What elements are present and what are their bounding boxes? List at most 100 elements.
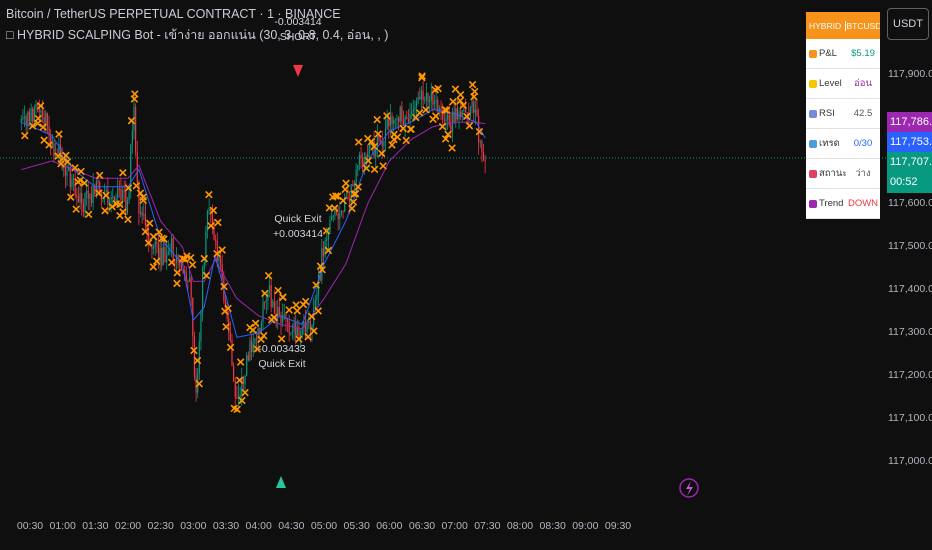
candle-body bbox=[375, 149, 377, 158]
candle-body bbox=[50, 136, 52, 147]
quick-exit-annotation-2: -0.003433 Quick Exit bbox=[258, 342, 305, 372]
currency-button[interactable]: USDT bbox=[887, 8, 929, 40]
time-tick-label: 06:00 bbox=[376, 520, 403, 532]
candle-body bbox=[141, 212, 143, 216]
signal-x-marker bbox=[465, 122, 474, 130]
candle-body bbox=[206, 210, 209, 231]
signal-x-marker bbox=[158, 234, 166, 243]
signal-x-marker bbox=[190, 346, 198, 355]
candle-body bbox=[152, 247, 155, 249]
candle-body bbox=[484, 160, 486, 162]
time-tick-label: 03:00 bbox=[180, 520, 207, 532]
time-tick-label: 08:30 bbox=[539, 520, 566, 532]
signal-x-marker bbox=[373, 115, 381, 124]
candle-body bbox=[402, 121, 405, 125]
candle-body bbox=[378, 135, 380, 142]
price-tick-label: 117,500.0 bbox=[888, 240, 932, 252]
candle-body bbox=[443, 119, 445, 121]
candle-body bbox=[282, 314, 284, 323]
indicator-title[interactable]: □ HYBRID SCALPING Bot - เข้าง่าย ออกแน่น… bbox=[6, 28, 389, 42]
candle-body bbox=[309, 321, 311, 331]
ema-fast-layer bbox=[21, 108, 486, 338]
countdown-label: 00:52 bbox=[887, 171, 932, 193]
candle-body bbox=[30, 108, 32, 122]
candle-body bbox=[277, 306, 279, 318]
candle-body bbox=[474, 109, 476, 113]
signal-x-marker bbox=[21, 131, 29, 140]
candle-body bbox=[348, 198, 351, 203]
candle-body bbox=[460, 111, 462, 117]
candle-body bbox=[376, 135, 378, 150]
candle-body bbox=[69, 166, 71, 188]
candle-body bbox=[86, 190, 88, 193]
candle-body bbox=[386, 119, 388, 129]
alert-lightning-icon[interactable] bbox=[679, 478, 699, 498]
candle-body bbox=[169, 249, 171, 252]
candle-body bbox=[446, 114, 449, 120]
candle-body bbox=[404, 117, 406, 125]
signal-x-marker bbox=[332, 192, 340, 200]
signal-x-marker bbox=[279, 293, 287, 302]
candle-body bbox=[185, 271, 187, 282]
signal-x-marker bbox=[339, 196, 347, 205]
bar-chart-icon bbox=[809, 139, 817, 148]
signal-x-marker bbox=[207, 222, 215, 230]
candle-body bbox=[412, 109, 414, 113]
candle-body bbox=[419, 97, 421, 100]
candle-body bbox=[210, 208, 212, 212]
candle-body bbox=[344, 197, 346, 212]
time-tick-label: 04:00 bbox=[245, 520, 272, 532]
signal-x-marker bbox=[274, 286, 282, 295]
signal-x-marker bbox=[441, 135, 450, 143]
candle-body bbox=[54, 153, 57, 157]
candle-body bbox=[288, 321, 290, 334]
candle-body bbox=[37, 104, 39, 106]
signal-markers-layer bbox=[21, 72, 484, 414]
candle-body bbox=[64, 164, 66, 176]
candle-body bbox=[40, 110, 42, 113]
candle-body bbox=[231, 340, 233, 366]
symbol-title[interactable]: Bitcoin / TetherUS PERPETUAL CONTRACT · … bbox=[6, 7, 341, 21]
candle-body bbox=[285, 314, 287, 319]
candle-body bbox=[77, 196, 80, 203]
signal-x-marker bbox=[195, 379, 203, 388]
signal-x-marker bbox=[406, 125, 415, 133]
row-label-text: สถานะ bbox=[819, 168, 846, 179]
signal-x-marker bbox=[434, 84, 442, 93]
candle-body bbox=[411, 112, 413, 115]
candle-body bbox=[296, 328, 298, 336]
candle-body bbox=[233, 365, 235, 382]
candle-body bbox=[357, 165, 359, 170]
candle-body bbox=[216, 240, 218, 261]
candle-body bbox=[358, 155, 360, 166]
signal-x-marker bbox=[80, 179, 89, 187]
signal-x-marker bbox=[422, 106, 430, 114]
candle-body bbox=[463, 107, 465, 111]
signal-x-marker bbox=[173, 279, 181, 288]
price-tick-label: 117,900.0 bbox=[888, 68, 932, 80]
table-row-value: $5.19 bbox=[851, 48, 875, 59]
signal-x-marker bbox=[354, 138, 363, 146]
table-row: สถานะ ว่าง bbox=[806, 159, 880, 189]
candle-body bbox=[481, 141, 483, 153]
candle-body bbox=[27, 111, 29, 126]
signal-x-marker bbox=[188, 261, 197, 269]
signal-x-marker bbox=[95, 189, 103, 197]
candle-body bbox=[254, 338, 256, 344]
short-value: -0.003414 bbox=[274, 16, 322, 28]
candle-body bbox=[66, 170, 68, 176]
signal-x-marker bbox=[124, 184, 133, 192]
candle-body bbox=[175, 255, 178, 264]
candle-body bbox=[476, 109, 478, 117]
candle-body bbox=[188, 277, 191, 283]
signal-x-marker bbox=[370, 165, 379, 174]
time-tick-label: 05:30 bbox=[343, 520, 370, 532]
candle-body bbox=[159, 247, 161, 263]
signal-x-marker bbox=[63, 157, 72, 166]
signal-x-marker bbox=[222, 322, 230, 331]
signal-x-marker bbox=[318, 266, 326, 274]
candle-body bbox=[340, 211, 343, 214]
candle-body bbox=[429, 100, 431, 103]
signal-x-marker bbox=[155, 228, 163, 236]
